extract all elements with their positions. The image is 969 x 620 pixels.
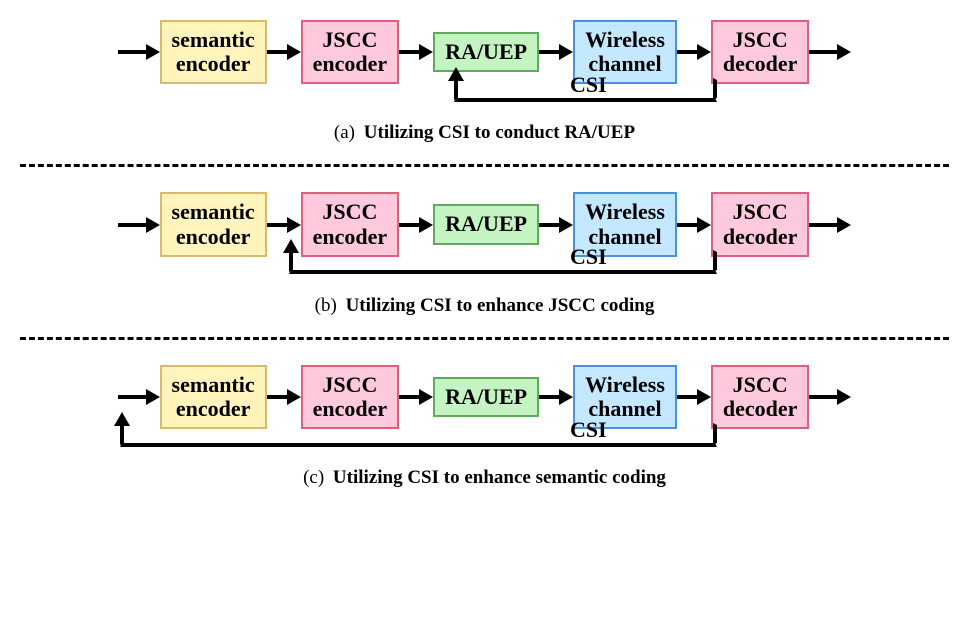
caption-c-text: Utilizing CSI to enhance semantic coding xyxy=(333,467,666,488)
arrow-a1 xyxy=(267,44,301,60)
semantic-encoder-label-c: semanticencoder xyxy=(172,373,255,421)
arrow-a4 xyxy=(677,44,711,60)
caption-a-text: Utilizing CSI to conduct RA/UEP xyxy=(364,122,635,143)
fb-a-arrowhead xyxy=(448,67,464,81)
jscc-encoder-label-b: JSCCencoder xyxy=(313,200,388,248)
rauep-b: RA/UEP xyxy=(433,204,539,244)
caption-b-text: Utilizing CSI to enhance JSCC coding xyxy=(346,295,655,316)
arrow-b3 xyxy=(539,217,573,233)
rauep-label: RA/UEP xyxy=(445,40,527,64)
arrow-b1 xyxy=(267,217,301,233)
arrow-c1 xyxy=(267,389,301,405)
wireless-label-c: Wirelesschannel xyxy=(585,373,665,421)
arrow-in-c xyxy=(118,389,160,405)
fb-c-h xyxy=(120,441,717,447)
jscc-decoder-label-c: JSCCdecoder xyxy=(723,373,798,421)
arrow-out-a xyxy=(809,44,851,60)
csi-label-c: CSI xyxy=(570,417,607,443)
caption-c: (c) Utilizing CSI to enhance semantic co… xyxy=(30,467,939,489)
chain-b: semanticencoder JSCCencoder RA/UEP Wirel… xyxy=(30,192,939,256)
divider-1 xyxy=(20,164,949,167)
jscc-encoder-a: JSCCencoder xyxy=(301,20,400,84)
semantic-encoder-a: semanticencoder xyxy=(160,20,267,84)
arrow-c4 xyxy=(677,389,711,405)
fb-c-up xyxy=(120,423,126,445)
arrow-b4 xyxy=(677,217,711,233)
jscc-decoder-label: JSCCdecoder xyxy=(723,28,798,76)
semantic-encoder-label-b: semanticencoder xyxy=(172,200,255,248)
caption-a-label: (a) xyxy=(334,122,355,143)
arrow-c3 xyxy=(539,389,573,405)
divider-2 xyxy=(20,337,949,340)
jscc-encoder-label: JSCCencoder xyxy=(313,28,388,76)
jscc-decoder-label-b: JSCCdecoder xyxy=(723,200,798,248)
jscc-encoder-label-c: JSCCencoder xyxy=(313,373,388,421)
caption-a: (a) Utilizing CSI to conduct RA/UEP xyxy=(30,122,939,144)
jscc-encoder-c: JSCCencoder xyxy=(301,365,400,429)
chain-c: semanticencoder JSCCencoder RA/UEP Wirel… xyxy=(30,365,939,429)
arrow-out-c xyxy=(809,389,851,405)
arrow-c2 xyxy=(399,389,433,405)
semantic-encoder-label: semanticencoder xyxy=(172,28,255,76)
csi-label-a: CSI xyxy=(570,72,607,98)
arrow-a3 xyxy=(539,44,573,60)
rauep-label-c: RA/UEP xyxy=(445,385,527,409)
jscc-decoder-c: JSCCdecoder xyxy=(711,365,810,429)
arrow-a2 xyxy=(399,44,433,60)
section-a: semanticencoder JSCCencoder RA/UEP Wirel… xyxy=(0,0,969,159)
section-c: semanticencoder JSCCencoder RA/UEP Wirel… xyxy=(0,345,969,504)
rauep-c: RA/UEP xyxy=(433,377,539,417)
fb-b-up xyxy=(289,250,295,272)
wireless-label: Wirelesschannel xyxy=(585,28,665,76)
arrow-b2 xyxy=(399,217,433,233)
caption-c-label: (c) xyxy=(303,467,324,488)
wireless-label-b: Wirelesschannel xyxy=(585,200,665,248)
fb-c-arrowhead xyxy=(114,412,130,426)
fb-a-up xyxy=(454,78,460,100)
semantic-encoder-b: semanticencoder xyxy=(160,192,267,256)
caption-b: (b) Utilizing CSI to enhance JSCC coding xyxy=(30,295,939,317)
jscc-decoder-a: JSCCdecoder xyxy=(711,20,810,84)
section-b: semanticencoder JSCCencoder RA/UEP Wirel… xyxy=(0,172,969,331)
fb-b-h xyxy=(289,268,717,274)
arrow-in-a xyxy=(118,44,160,60)
caption-b-label: (b) xyxy=(315,295,337,316)
jscc-encoder-b: JSCCencoder xyxy=(301,192,400,256)
jscc-decoder-b: JSCCdecoder xyxy=(711,192,810,256)
chain-a: semanticencoder JSCCencoder RA/UEP Wirel… xyxy=(30,20,939,84)
semantic-encoder-c: semanticencoder xyxy=(160,365,267,429)
rauep-label-b: RA/UEP xyxy=(445,212,527,236)
fb-b-arrowhead xyxy=(283,239,299,253)
csi-label-b: CSI xyxy=(570,244,607,270)
arrow-in-b xyxy=(118,217,160,233)
arrow-out-b xyxy=(809,217,851,233)
